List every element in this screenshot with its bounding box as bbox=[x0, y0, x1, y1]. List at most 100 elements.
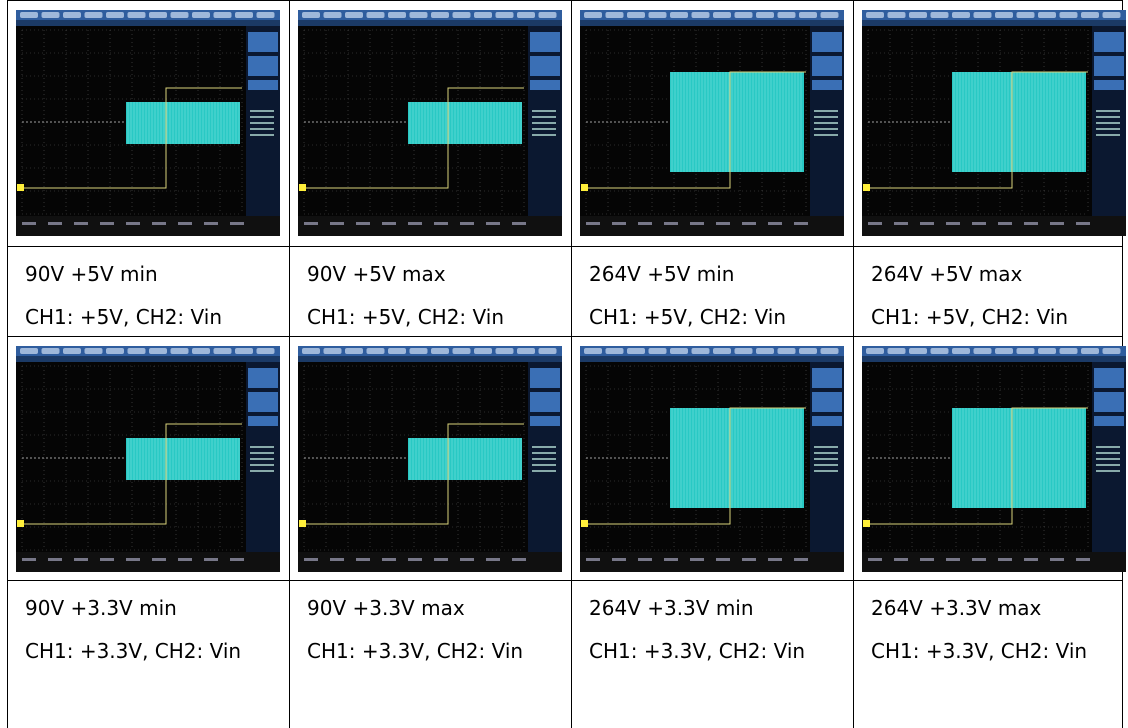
readout bbox=[814, 458, 838, 460]
bottom-readout bbox=[152, 558, 166, 561]
bottom-readout bbox=[972, 558, 986, 561]
toolbar-button bbox=[777, 348, 796, 354]
readout bbox=[1096, 116, 1120, 118]
toolbar-button bbox=[1038, 348, 1056, 354]
oscilloscope-screenshot bbox=[862, 10, 1126, 236]
toolbar bbox=[580, 10, 844, 20]
bottom-readout bbox=[74, 222, 88, 225]
toolbar-button bbox=[820, 348, 839, 354]
toolbar-button bbox=[930, 12, 949, 18]
waveform bbox=[670, 72, 804, 172]
bottom-readout bbox=[1050, 222, 1064, 225]
toolbar-button bbox=[799, 348, 817, 354]
toolbar-button bbox=[170, 348, 189, 354]
bottom-readout bbox=[946, 222, 960, 225]
toolbar-button bbox=[517, 12, 535, 18]
bottom-readout bbox=[22, 222, 36, 225]
toolbar-button bbox=[605, 348, 624, 354]
readout bbox=[250, 116, 274, 118]
bottom-bar bbox=[16, 552, 280, 572]
toolbar-button bbox=[973, 348, 992, 354]
bottom-bar bbox=[862, 552, 1126, 572]
toolbar-button bbox=[1038, 12, 1056, 18]
toolbar-button bbox=[213, 348, 232, 354]
toolbar-button bbox=[366, 12, 385, 18]
status-strip bbox=[16, 20, 280, 26]
bottom-readout bbox=[100, 558, 114, 561]
bottom-bar bbox=[580, 216, 844, 236]
bottom-readout bbox=[868, 222, 882, 225]
toolbar-button bbox=[909, 12, 927, 18]
panel-box bbox=[248, 56, 278, 76]
bottom-readout bbox=[100, 222, 114, 225]
side-panel bbox=[1092, 26, 1126, 216]
bottom-readout bbox=[304, 222, 318, 225]
ch2-trace bbox=[304, 87, 524, 189]
bottom-readout bbox=[486, 558, 500, 561]
toolbar-button bbox=[213, 12, 232, 18]
caption-cell: 264V +5V max CH1: +5V, CH2: Vin bbox=[854, 247, 1122, 336]
side-panel bbox=[528, 362, 562, 552]
bottom-bar bbox=[298, 216, 562, 236]
toolbar-button bbox=[930, 348, 949, 354]
bottom-readout bbox=[716, 558, 730, 561]
bottom-readout bbox=[408, 558, 422, 561]
panel-box bbox=[530, 392, 560, 412]
caption-line: CH1: +3.3V, CH2: Vin bbox=[589, 639, 806, 663]
readout bbox=[1096, 134, 1120, 136]
ch-marker bbox=[299, 520, 306, 527]
bottom-readout bbox=[408, 222, 422, 225]
toolbar-button bbox=[713, 12, 731, 18]
bottom-readout bbox=[230, 222, 244, 225]
ch2-trace bbox=[586, 407, 806, 525]
toolbar-button bbox=[170, 12, 189, 18]
toolbar-button bbox=[256, 348, 275, 354]
toolbar-button bbox=[713, 348, 731, 354]
bottom-readout bbox=[716, 222, 730, 225]
bottom-readout bbox=[48, 558, 62, 561]
toolbar-button bbox=[1059, 348, 1078, 354]
ch-marker bbox=[581, 520, 588, 527]
toolbar-button bbox=[1016, 12, 1035, 18]
readout bbox=[814, 110, 838, 112]
toolbar-button bbox=[799, 12, 817, 18]
toolbar-button bbox=[495, 12, 514, 18]
bottom-readout bbox=[434, 222, 448, 225]
toolbar-button bbox=[63, 348, 81, 354]
panel-box bbox=[248, 80, 278, 90]
toolbar-button bbox=[648, 12, 667, 18]
readout bbox=[250, 470, 274, 472]
toolbar-button bbox=[388, 12, 406, 18]
ch-marker bbox=[17, 520, 24, 527]
oscilloscope-screenshot bbox=[580, 346, 844, 572]
readout bbox=[532, 110, 556, 112]
toolbar bbox=[580, 346, 844, 356]
bottom-readout bbox=[230, 558, 244, 561]
toolbar-button bbox=[366, 348, 385, 354]
bottom-readout bbox=[742, 558, 756, 561]
readout bbox=[532, 452, 556, 454]
toolbar-button bbox=[41, 12, 60, 18]
toolbar bbox=[298, 10, 562, 20]
toolbar-button bbox=[192, 348, 210, 354]
toolbar-button bbox=[648, 348, 667, 354]
bottom-readout bbox=[868, 558, 882, 561]
bottom-readout bbox=[664, 222, 678, 225]
ch2-trace bbox=[868, 71, 1088, 189]
ch-marker bbox=[863, 184, 870, 191]
bottom-readout bbox=[330, 222, 344, 225]
toolbar-button bbox=[345, 348, 363, 354]
bottom-readout bbox=[586, 222, 600, 225]
toolbar-button bbox=[20, 348, 38, 354]
bottom-readout bbox=[894, 558, 908, 561]
panel-box bbox=[812, 32, 842, 52]
toolbar-button bbox=[409, 12, 428, 18]
toolbar-button bbox=[63, 12, 81, 18]
toolbar-button bbox=[605, 12, 624, 18]
bottom-readout bbox=[1076, 222, 1090, 225]
toolbar-button bbox=[691, 12, 710, 18]
readout bbox=[1096, 458, 1120, 460]
bottom-readout bbox=[1024, 558, 1038, 561]
readout bbox=[250, 464, 274, 466]
bottom-readout bbox=[486, 222, 500, 225]
